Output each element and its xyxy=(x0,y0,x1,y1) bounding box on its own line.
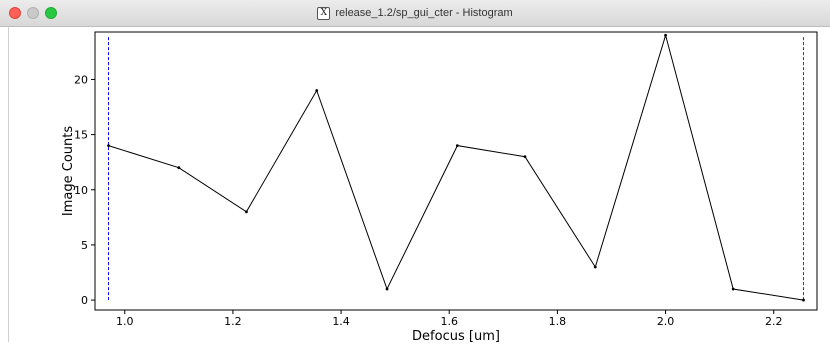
axes-frame xyxy=(94,31,818,311)
y-tick-label: 10 xyxy=(74,184,88,197)
x-tick-label: 1.8 xyxy=(549,315,567,328)
histogram-chart: 1.0 1.2 1.4 1.6 1.8 2.0 2.2 0 5 10 15 20 Defocus [… xyxy=(61,31,818,344)
close-window-button[interactable] xyxy=(9,7,21,19)
x-tick-label: 1.2 xyxy=(224,315,242,328)
title-bar[interactable]: X release_1.2/sp_gui_cter - Histogram xyxy=(0,0,830,27)
y-tick-label: 0 xyxy=(81,294,88,307)
x-tick-label: 1.4 xyxy=(332,315,350,328)
window-title-container: X release_1.2/sp_gui_cter - Histogram xyxy=(0,0,830,26)
data-point xyxy=(593,265,597,269)
x-tick-label: 2.2 xyxy=(765,315,783,328)
x11-icon: X xyxy=(317,6,331,20)
x-tick-label: 2.0 xyxy=(657,315,675,328)
window-left-border xyxy=(0,27,9,342)
x-tick-label: 1.6 xyxy=(440,315,458,328)
data-point xyxy=(385,287,389,291)
data-point xyxy=(731,287,735,291)
y-tick-label: 20 xyxy=(74,73,88,86)
y-tick-label: 15 xyxy=(74,129,88,142)
y-tick-label: 5 xyxy=(81,239,88,252)
window-title: release_1.2/sp_gui_cter - Histogram xyxy=(335,7,513,19)
x-tick-label: 1.0 xyxy=(116,315,134,328)
data-point xyxy=(523,155,527,159)
data-point xyxy=(315,89,319,92)
y-axis-label: Image Counts xyxy=(61,126,76,216)
data-point xyxy=(802,298,805,302)
data-point xyxy=(455,144,459,148)
maximize-window-button[interactable] xyxy=(45,7,57,19)
minimize-window-button[interactable] xyxy=(27,7,39,19)
histogram-series-line xyxy=(108,33,804,301)
plot-canvas: 1.0 1.2 1.4 1.6 1.8 2.0 2.2 0 5 10 15 20 Defocus [… xyxy=(0,27,830,344)
x-axis-label: Defocus [um] xyxy=(412,329,500,342)
data-point xyxy=(107,144,110,148)
data-point xyxy=(664,33,667,37)
data-point xyxy=(245,210,248,214)
data-point xyxy=(177,166,181,170)
